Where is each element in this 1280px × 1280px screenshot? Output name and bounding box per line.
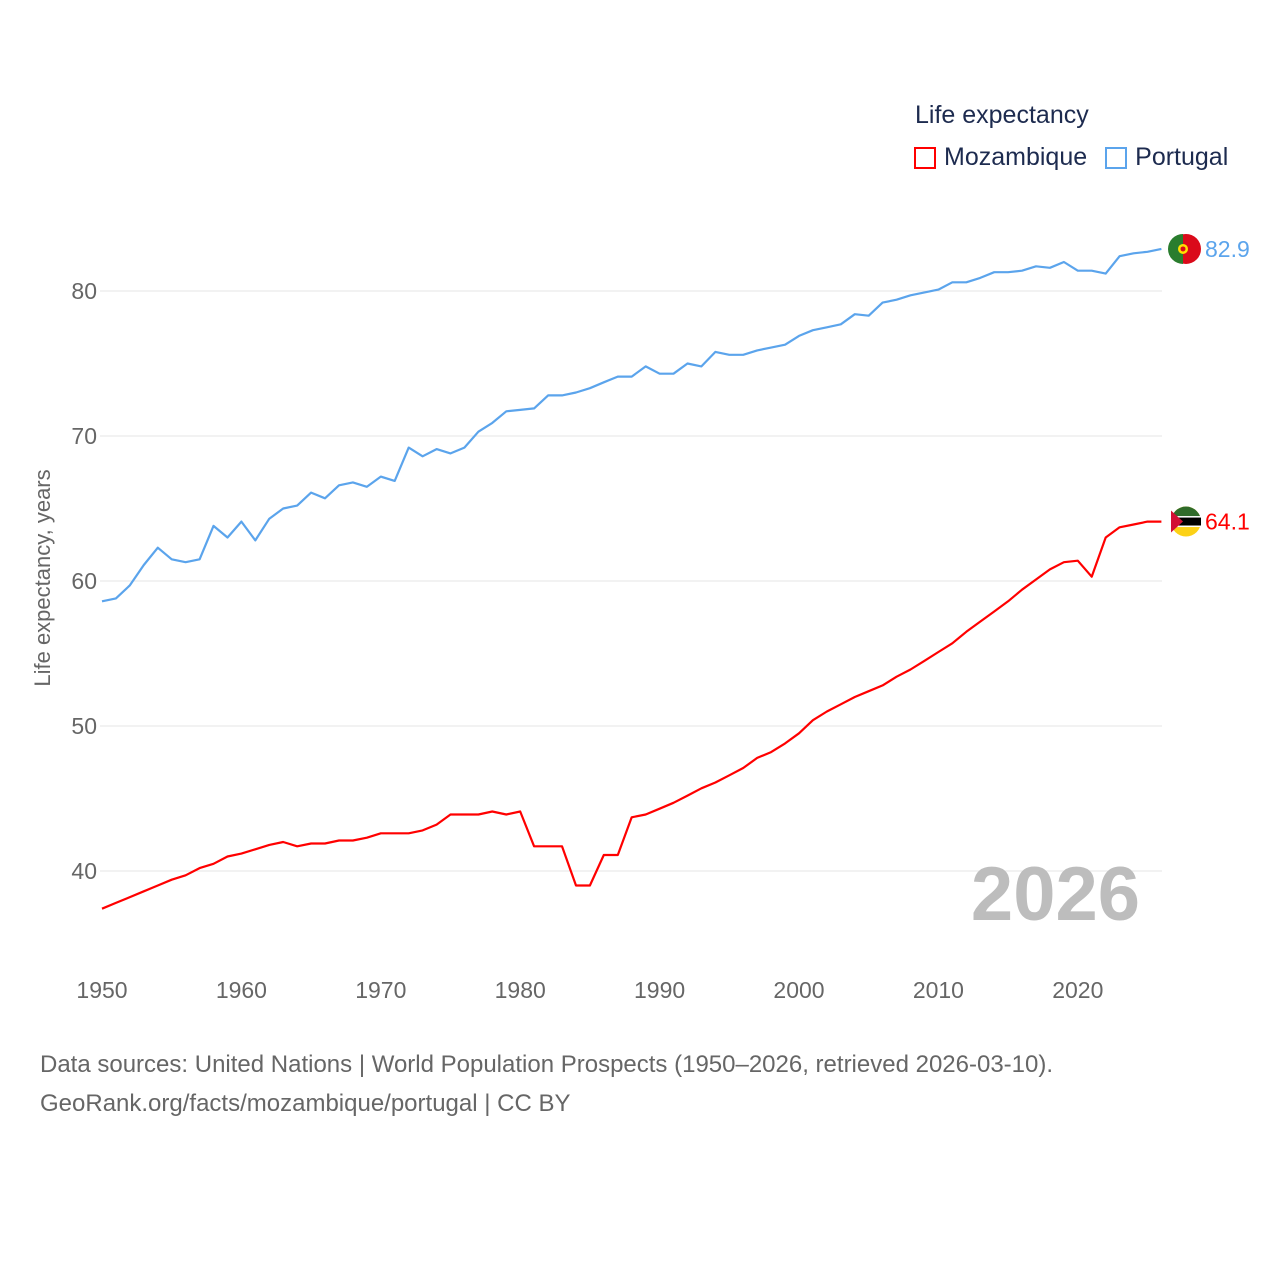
year-watermark: 2026	[971, 852, 1140, 937]
y-tick-label: 50	[71, 713, 97, 739]
y-tick-label: 70	[71, 423, 97, 449]
x-tick-label: 2020	[1052, 977, 1103, 1003]
legend-item-portugal[interactable]: Portugal	[1105, 143, 1228, 172]
source-line-1: Data sources: United Nations | World Pop…	[40, 1051, 1054, 1078]
flag-part	[1171, 516, 1201, 518]
y-tick-label: 60	[71, 568, 97, 594]
y-axis-title: Life expectancy, years	[30, 469, 55, 687]
flag-part	[1171, 525, 1201, 528]
flag-part	[1180, 246, 1186, 252]
legend-swatch-portugal	[1105, 146, 1128, 169]
series-line-portugal	[101, 247, 1162, 603]
flag-part	[1167, 233, 1183, 264]
y-tick-label: 40	[71, 858, 97, 884]
x-tick-label: 1990	[634, 977, 685, 1003]
flag-mozambique-icon	[1171, 506, 1201, 537]
source-note: Data sources: United Nations | World Pop…	[40, 1045, 1053, 1123]
y-tick-label: 80	[71, 278, 97, 304]
legend-label: Mozambique	[944, 143, 1088, 171]
flag-part	[1171, 517, 1201, 526]
legend-label: Portugal	[1135, 143, 1229, 171]
x-tick-label: 1950	[76, 977, 127, 1003]
x-tick-label: 1960	[216, 977, 267, 1003]
x-tick-label: 2000	[773, 977, 824, 1003]
flag-portugal-icon	[1167, 233, 1201, 264]
legend-swatch-mozambique	[914, 146, 936, 169]
series-line-mozambique	[101, 520, 1162, 910]
end-value-label: 64.1	[1205, 509, 1250, 535]
source-line-2: GeoRank.org/facts/mozambique/portugal | …	[40, 1090, 571, 1117]
flag-part	[1171, 510, 1183, 533]
legend-item-mozambique[interactable]: Mozambique	[914, 143, 1087, 172]
x-tick-label: 2010	[913, 977, 964, 1003]
x-tick-label: 1980	[495, 977, 546, 1003]
legend-title: Life expectancy	[915, 101, 1089, 129]
end-value-label: 82.9	[1205, 236, 1250, 262]
x-tick-label: 1970	[355, 977, 406, 1003]
legend: Mozambique Portugal	[914, 143, 1228, 172]
